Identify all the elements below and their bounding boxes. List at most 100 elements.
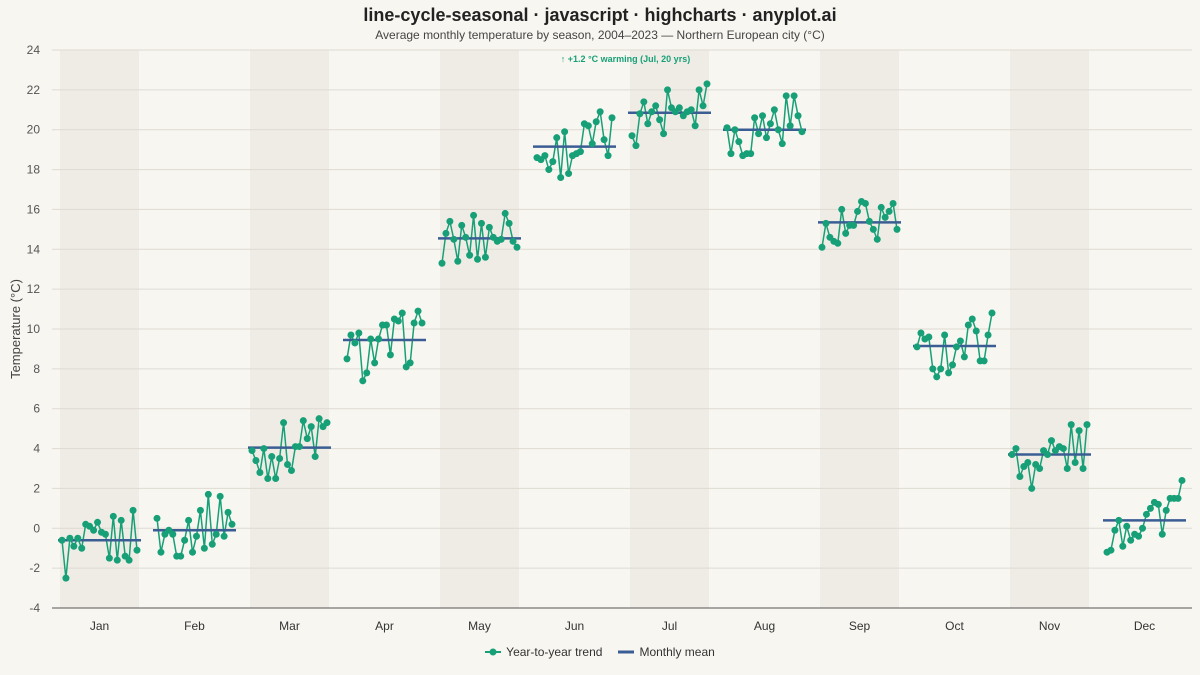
data-point[interactable] — [276, 455, 284, 463]
data-point[interactable] — [854, 207, 862, 215]
data-point[interactable] — [212, 530, 220, 538]
data-point[interactable] — [113, 556, 121, 564]
data-point[interactable] — [632, 142, 640, 150]
data-point[interactable] — [1174, 494, 1182, 502]
data-point[interactable] — [264, 474, 272, 482]
data-point[interactable] — [307, 423, 315, 431]
data-point[interactable] — [450, 235, 458, 243]
data-point[interactable] — [778, 140, 786, 148]
data-point[interactable] — [972, 327, 980, 335]
data-point[interactable] — [952, 343, 960, 351]
data-point[interactable] — [466, 251, 474, 259]
data-point[interactable] — [937, 365, 945, 373]
data-point[interactable] — [703, 80, 711, 88]
data-point[interactable] — [497, 235, 505, 243]
data-point[interactable] — [287, 466, 295, 474]
data-point[interactable] — [1178, 476, 1186, 484]
data-point[interactable] — [893, 225, 901, 233]
data-point[interactable] — [153, 514, 161, 522]
data-point[interactable] — [782, 92, 790, 100]
data-point[interactable] — [640, 98, 648, 106]
data-point[interactable] — [596, 108, 604, 116]
data-point[interactable] — [798, 128, 806, 136]
data-point[interactable] — [109, 512, 117, 520]
data-point[interactable] — [418, 319, 426, 327]
data-point[interactable] — [252, 457, 260, 465]
data-point[interactable] — [766, 120, 774, 128]
data-point[interactable] — [90, 526, 98, 534]
data-point[interactable] — [1067, 421, 1075, 429]
data-point[interactable] — [1079, 465, 1087, 472]
data-point[interactable] — [1063, 465, 1071, 472]
data-point[interactable] — [299, 417, 307, 425]
data-point[interactable] — [347, 331, 355, 339]
data-point[interactable] — [964, 321, 972, 329]
data-point[interactable] — [375, 335, 383, 343]
data-point[interactable] — [723, 124, 731, 132]
data-point[interactable] — [600, 136, 608, 144]
data-point[interactable] — [699, 102, 707, 110]
data-point[interactable] — [438, 259, 446, 267]
data-point[interactable] — [446, 217, 454, 225]
data-point[interactable] — [272, 474, 280, 482]
data-point[interactable] — [968, 315, 976, 323]
data-point[interactable] — [755, 130, 763, 138]
data-point[interactable] — [470, 211, 478, 219]
data-point[interactable] — [656, 116, 664, 124]
data-point[interactable] — [949, 361, 957, 369]
data-point[interactable] — [691, 122, 699, 130]
data-point[interactable] — [1028, 484, 1036, 492]
data-point[interactable] — [169, 530, 177, 538]
data-point[interactable] — [513, 243, 521, 251]
data-point[interactable] — [185, 516, 193, 524]
data-point[interactable] — [1135, 532, 1143, 540]
data-point[interactable] — [157, 548, 165, 556]
data-point[interactable] — [687, 106, 695, 114]
data-point[interactable] — [192, 532, 200, 540]
data-point[interactable] — [311, 453, 319, 461]
data-point[interactable] — [1158, 530, 1166, 538]
data-point[interactable] — [220, 532, 228, 540]
data-point[interactable] — [1044, 451, 1052, 459]
data-point[interactable] — [284, 461, 292, 469]
data-point[interactable] — [1008, 451, 1016, 459]
data-point[interactable] — [248, 447, 256, 455]
data-point[interactable] — [1111, 526, 1119, 534]
data-point[interactable] — [208, 540, 216, 548]
data-point[interactable] — [410, 319, 418, 327]
data-point[interactable] — [869, 225, 877, 233]
data-point[interactable] — [1059, 445, 1067, 453]
data-point[interactable] — [861, 199, 869, 207]
data-point[interactable] — [74, 534, 82, 542]
data-point[interactable] — [652, 102, 660, 110]
data-point[interactable] — [865, 217, 873, 225]
data-point[interactable] — [604, 152, 612, 160]
data-point[interactable] — [303, 435, 311, 443]
data-point[interactable] — [628, 132, 636, 140]
data-point[interactable] — [695, 86, 703, 94]
data-point[interactable] — [1012, 445, 1020, 453]
data-point[interactable] — [644, 120, 652, 128]
data-point[interactable] — [343, 355, 351, 363]
data-point[interactable] — [588, 140, 596, 148]
data-point[interactable] — [1024, 459, 1032, 467]
data-point[interactable] — [78, 544, 86, 552]
data-point[interactable] — [189, 548, 197, 556]
data-point[interactable] — [133, 546, 141, 554]
data-point[interactable] — [735, 138, 743, 146]
data-point[interactable] — [984, 331, 992, 339]
data-point[interactable] — [485, 223, 493, 231]
data-point[interactable] — [228, 520, 236, 528]
data-point[interactable] — [58, 536, 66, 544]
data-point[interactable] — [315, 415, 323, 423]
data-point[interactable] — [1036, 465, 1044, 472]
data-point[interactable] — [822, 219, 830, 227]
data-point[interactable] — [382, 321, 390, 329]
data-point[interactable] — [933, 373, 941, 381]
data-point[interactable] — [980, 357, 988, 365]
data-point[interactable] — [549, 158, 557, 166]
data-point[interactable] — [501, 209, 509, 217]
data-point[interactable] — [648, 108, 656, 116]
data-point[interactable] — [386, 351, 394, 359]
data-point[interactable] — [200, 544, 208, 552]
